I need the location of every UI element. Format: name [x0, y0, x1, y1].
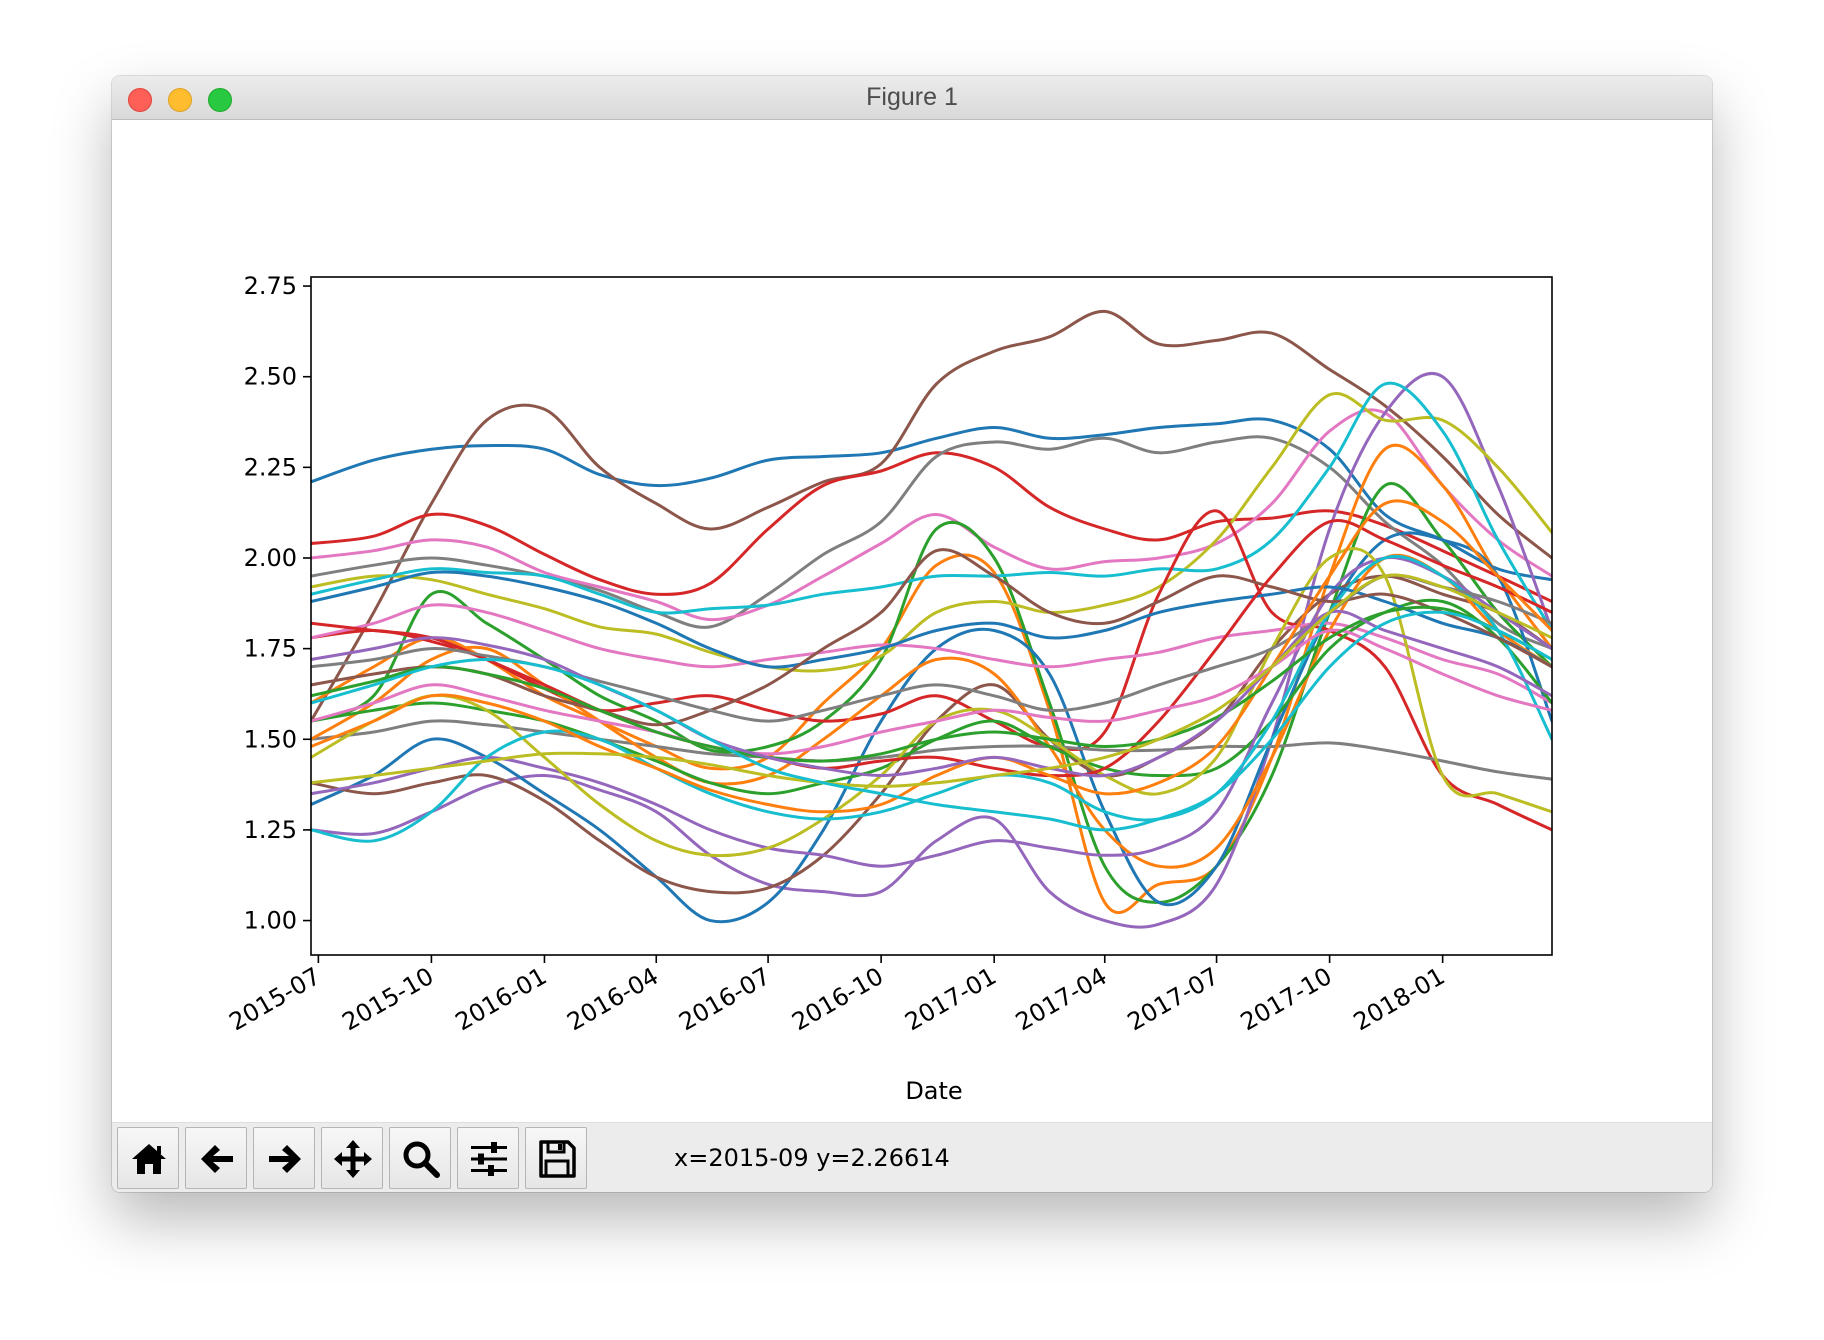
- series-line: [311, 548, 1552, 727]
- arrow-left-icon: [201, 1145, 233, 1173]
- series-line: [311, 554, 1552, 843]
- home-icon: [132, 1144, 166, 1174]
- figure-canvas[interactable]: 1.00 1.25 1.50 1.75 2.00 2.25 2.50 2.75 2015-07…: [112, 120, 1712, 1122]
- x-tick-label: 2016-07: [674, 962, 775, 1036]
- series-line: [311, 609, 1552, 778]
- save-button[interactable]: [525, 1127, 587, 1189]
- x-tick-label: 2018-01: [1349, 962, 1450, 1036]
- window-title: Figure 1: [866, 83, 958, 111]
- y-tick-label: 1.75: [244, 635, 297, 663]
- coordinates-readout: x=2015-09 y=2.26614: [674, 1144, 950, 1172]
- x-tick-label: 2017-10: [1236, 962, 1337, 1036]
- zoom-button[interactable]: [389, 1127, 451, 1189]
- x-tick-label: 2017-01: [900, 962, 1001, 1036]
- y-tick-label: 1.25: [244, 816, 297, 844]
- y-tick-label: 2.00: [244, 544, 297, 572]
- close-window-button[interactable]: [128, 88, 152, 112]
- arrow-right-icon: [269, 1145, 301, 1173]
- series-line: [311, 719, 1552, 781]
- x-axis: 2015-07 2015-10 2016-01 2016-04 2016-07 2016-…: [225, 955, 1450, 1036]
- x-tick-label: 2017-07: [1123, 962, 1224, 1036]
- series-line: [311, 531, 1552, 924]
- navigation-toolbar: x=2015-09 y=2.26614: [112, 1122, 1712, 1192]
- floppy-disk-icon: [539, 1140, 576, 1178]
- series-line: [311, 519, 1552, 778]
- move-icon: [334, 1140, 372, 1178]
- series-line: [311, 482, 1552, 904]
- series-line: [311, 381, 1552, 632]
- sliders-icon: [471, 1142, 507, 1176]
- x-tick-label: 2015-10: [338, 962, 439, 1036]
- home-button[interactable]: [117, 1127, 179, 1189]
- series-line: [311, 603, 1552, 705]
- y-tick-label: 2.25: [244, 453, 297, 481]
- x-tick-label: 2016-10: [787, 962, 888, 1036]
- y-tick-label: 2.75: [244, 272, 297, 300]
- series-layer: [311, 309, 1552, 929]
- series-line: [311, 309, 1552, 723]
- pan-button[interactable]: [321, 1127, 383, 1189]
- series-line: [311, 391, 1552, 673]
- series-line: [311, 570, 1552, 669]
- series-line: [311, 499, 1552, 814]
- series-line: [311, 610, 1552, 832]
- series-line: [311, 408, 1552, 622]
- back-button[interactable]: [185, 1127, 247, 1189]
- minimize-window-button[interactable]: [168, 88, 192, 112]
- series-line: [311, 417, 1552, 582]
- x-tick-label: 2017-04: [1011, 962, 1112, 1036]
- y-tick-label: 1.50: [244, 725, 297, 753]
- figure-window: Figure 1 1.00 1.25 1.50 1.75 2.00 2.25 2.50 2.7…: [112, 76, 1712, 1192]
- series-line: [311, 556, 1552, 868]
- magnifier-icon: [403, 1141, 440, 1178]
- series-line: [311, 573, 1552, 788]
- y-tick-label: 2.50: [244, 363, 297, 391]
- line-chart[interactable]: 1.00 1.25 1.50 1.75 2.00 2.25 2.50 2.75 2015-07…: [112, 120, 1712, 1122]
- forward-button[interactable]: [253, 1127, 315, 1189]
- series-line: [311, 371, 1552, 929]
- x-axis-label: Date: [905, 1077, 962, 1105]
- y-axis: 1.00 1.25 1.50 1.75 2.00 2.25 2.50 2.75: [244, 272, 311, 935]
- series-line: [311, 605, 1552, 763]
- plot-frame: [310, 276, 1553, 956]
- configure-subplots-button[interactable]: [457, 1127, 519, 1189]
- x-tick-label: 2015-07: [225, 962, 326, 1036]
- x-tick-label: 2016-04: [562, 962, 663, 1036]
- x-tick-label: 2016-01: [451, 962, 552, 1036]
- series-line: [311, 451, 1552, 603]
- y-tick-label: 1.00: [244, 907, 297, 935]
- title-bar[interactable]: Figure 1: [112, 76, 1712, 120]
- zoom-window-button[interactable]: [208, 88, 232, 112]
